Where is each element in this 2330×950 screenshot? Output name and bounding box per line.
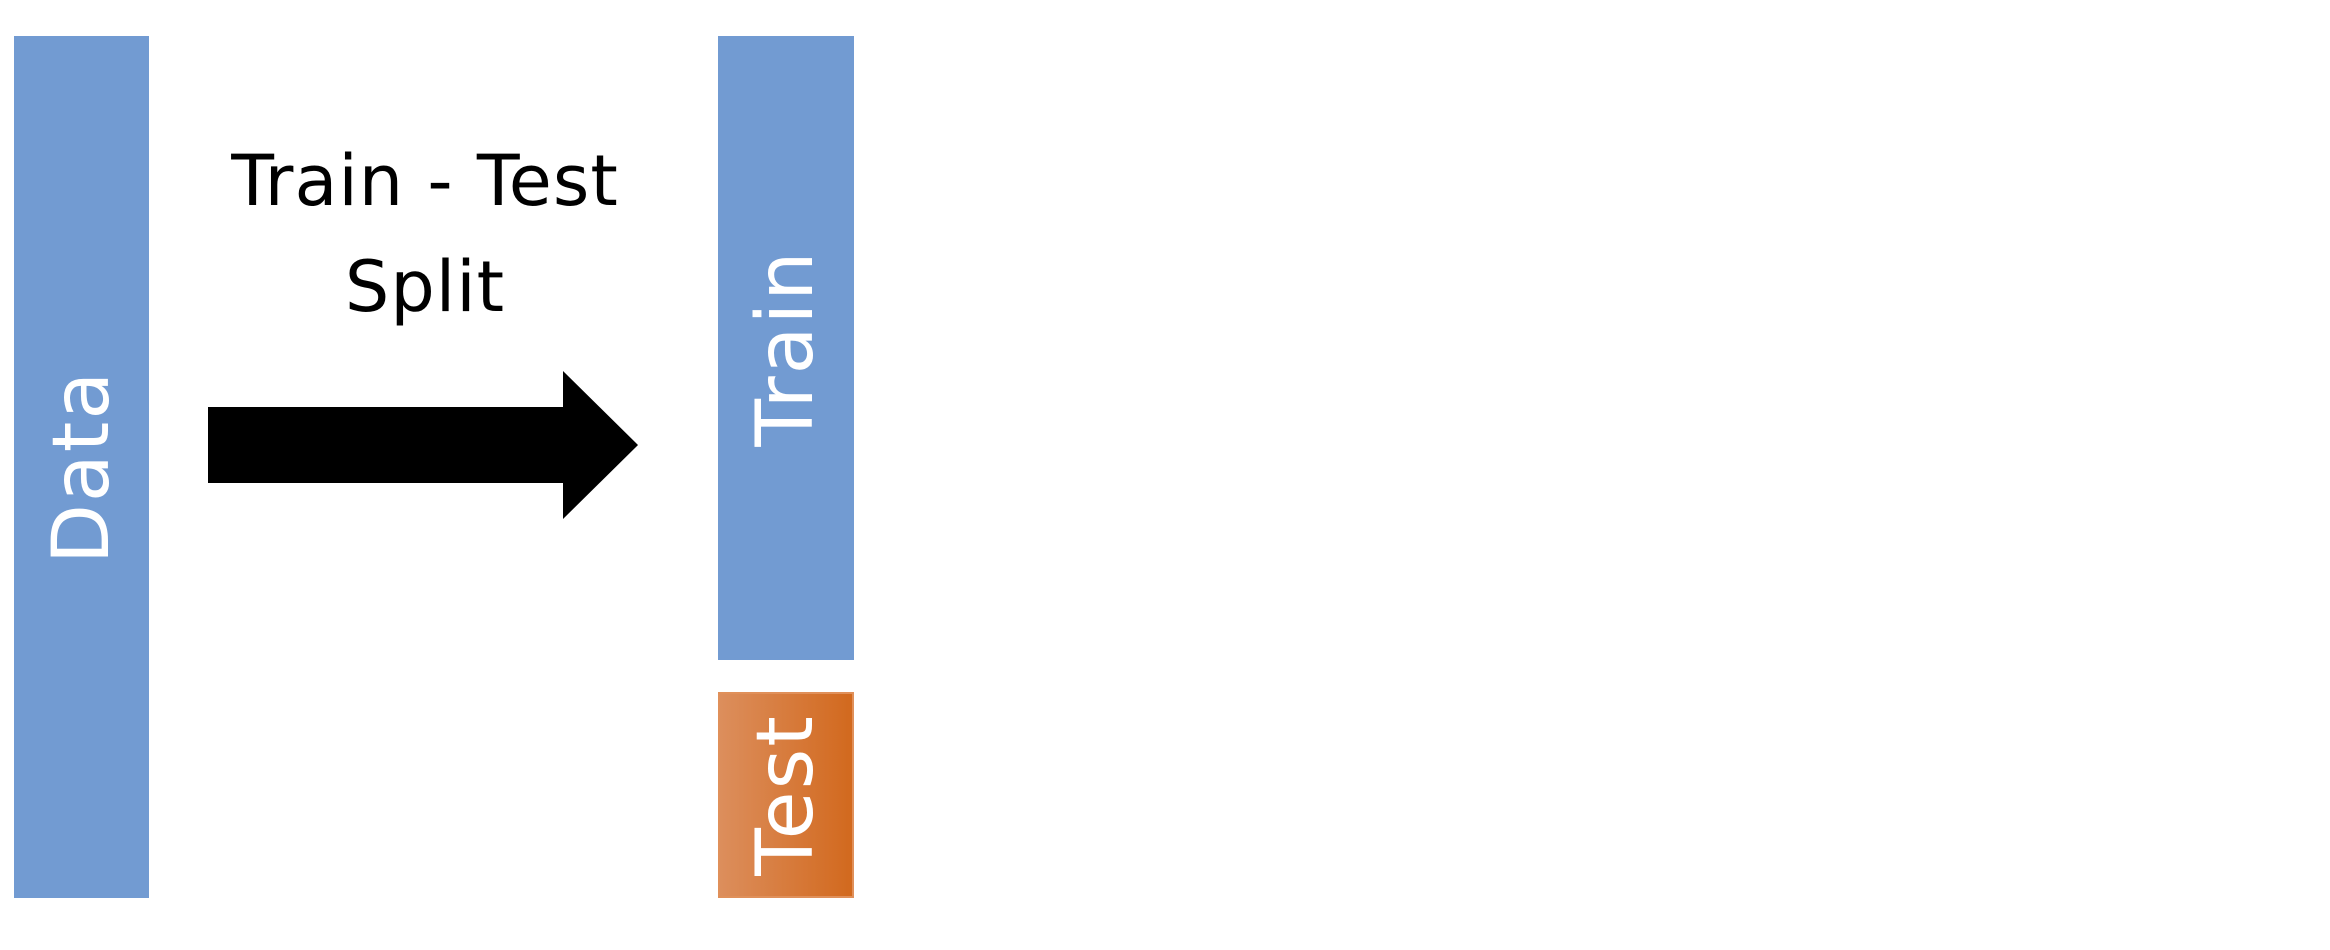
data-block: Data — [14, 36, 149, 898]
train-test-split-label: Train - Test Split — [180, 128, 670, 340]
right-arrow-icon — [208, 371, 638, 519]
test-label: Test — [741, 714, 831, 876]
arrow-shape — [208, 371, 638, 519]
train-label: Train — [741, 249, 831, 447]
test-block: Test — [718, 692, 854, 898]
split-label-line-1: Train - Test — [231, 140, 619, 222]
train-block: Train — [718, 36, 854, 660]
data-label: Data — [36, 369, 127, 565]
split-label-line-2: Split — [344, 246, 506, 328]
